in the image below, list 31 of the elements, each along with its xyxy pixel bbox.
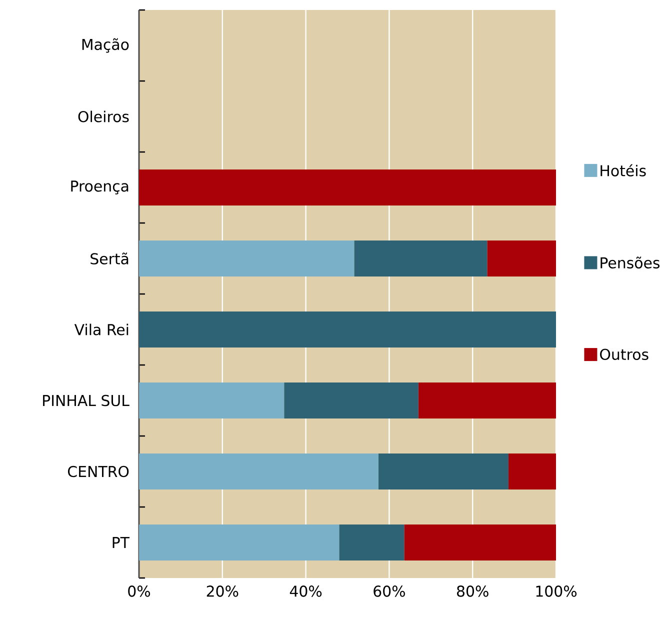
y-tick-label: PT — [112, 537, 130, 548]
y-tick-label: PINHAL SUL — [43, 394, 130, 406]
bar — [339, 524, 404, 561]
y-tick-label: CENTRO — [68, 466, 129, 478]
bar — [418, 382, 556, 419]
x-tick-label: 100% — [536, 586, 577, 597]
bar — [508, 454, 556, 490]
x-tick-label: 40% — [290, 586, 322, 597]
y-tick-label: Sertã — [90, 252, 128, 264]
y-tick-label: Proença — [71, 180, 128, 194]
x-tick-label: 60% — [374, 586, 405, 597]
x-tick-label: 20% — [206, 586, 238, 597]
x-tick-label: 80% — [457, 586, 488, 597]
bar — [139, 382, 284, 419]
bar — [354, 240, 488, 277]
bar — [139, 312, 556, 348]
bar — [139, 524, 340, 561]
bar — [284, 382, 418, 419]
x-tick-label: 0% — [128, 586, 150, 597]
bar — [139, 454, 378, 490]
bar — [378, 454, 508, 490]
y-tick-label: Oleiros — [78, 110, 129, 122]
legend-label: Outros — [600, 348, 648, 360]
legend-label: Pensões — [600, 256, 660, 268]
bar — [139, 170, 556, 206]
y-tick-label: Vila Rei — [74, 324, 128, 336]
y-tick-label: Mação — [82, 38, 129, 53]
bar — [404, 524, 556, 561]
bar — [139, 240, 354, 277]
legend-label: Hotéis — [600, 164, 646, 176]
bar — [487, 240, 556, 277]
